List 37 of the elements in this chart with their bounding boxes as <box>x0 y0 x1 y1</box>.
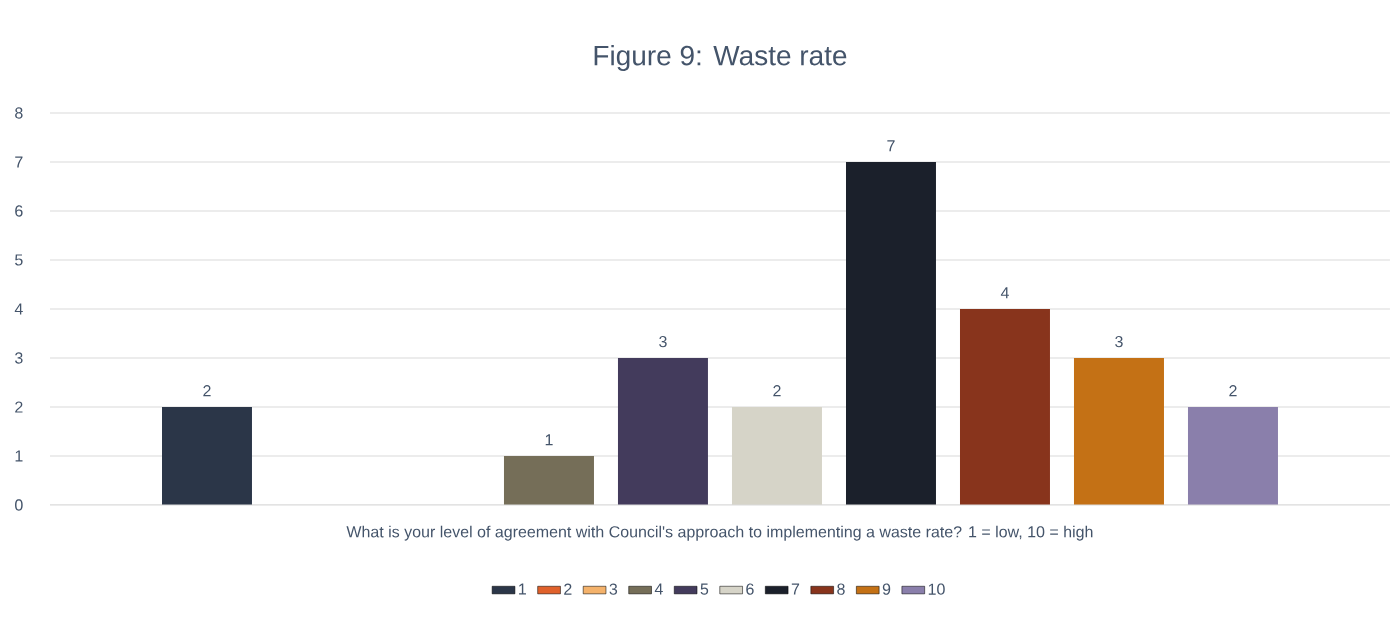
y-tick-label: 3 <box>15 352 23 364</box>
bar <box>161 407 252 505</box>
data-label: 2 <box>773 385 781 397</box>
x-tick-label: What is your level of agreement with Council's approach to implementing a waste rate? 1 = low, 10 = high <box>346 525 1093 541</box>
data-label: 3 <box>1115 335 1123 348</box>
bar <box>617 358 708 505</box>
bar <box>731 407 822 505</box>
legend-label: 1 <box>519 583 526 595</box>
legend-label: 5 <box>700 583 709 595</box>
data-label: 7 <box>887 140 895 152</box>
bar <box>503 456 594 505</box>
bar <box>1073 358 1164 505</box>
bar <box>1187 407 1278 505</box>
y-tick-label: 5 <box>15 254 23 266</box>
data-label: 2 <box>203 385 211 397</box>
legend-label: 6 <box>746 583 754 595</box>
data-label: 4 <box>1000 287 1009 299</box>
bar <box>845 162 936 505</box>
legend-label: 2 <box>564 583 572 595</box>
y-tick-label: 4 <box>14 303 23 315</box>
y-tick-label: 8 <box>15 107 23 119</box>
legend-label: 8 <box>837 583 845 595</box>
legend-label: 9 <box>882 583 891 595</box>
y-tick-label: 7 <box>15 156 23 168</box>
bar <box>959 309 1050 505</box>
chart-title: Figure 9: Waste rate <box>594 44 847 72</box>
y-tick-label: 1 <box>15 450 23 462</box>
y-tick-label: 6 <box>15 205 23 217</box>
legend-label: 4 <box>654 583 663 595</box>
data-label: 2 <box>1229 385 1237 397</box>
data-label: 3 <box>659 335 667 348</box>
legend-label: 7 <box>791 583 800 595</box>
y-tick-label: 0 <box>15 499 23 511</box>
legend-label: 3 <box>609 583 618 595</box>
y-tick-label: 2 <box>15 401 23 413</box>
data-label: 1 <box>545 434 553 446</box>
legend-label: 10 <box>928 583 945 595</box>
